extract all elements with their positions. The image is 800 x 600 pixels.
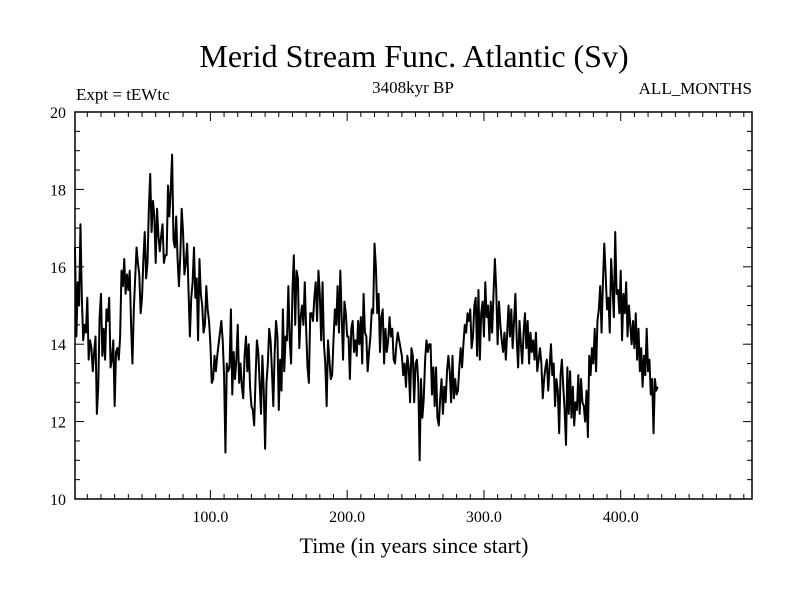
y-tick-label: 14 <box>50 337 66 354</box>
chart-title: Merid Stream Func. Atlantic (Sv) <box>199 38 628 74</box>
y-tick-label: 12 <box>50 415 66 432</box>
x-tick-labels: 100.0 200.0 300.0 400.0 <box>192 509 638 526</box>
y-tick-label: 10 <box>50 492 66 509</box>
x-tick-label: 200.0 <box>329 509 365 526</box>
x-tick-label: 100.0 <box>192 509 228 526</box>
period-label: 3408kyr BP <box>372 78 454 97</box>
plot-frame <box>74 111 753 500</box>
axis-ticks <box>75 112 752 499</box>
y-tick-labels: 10 12 14 16 18 20 <box>50 105 66 509</box>
y-tick-label: 18 <box>50 182 66 199</box>
y-tick-label: 20 <box>50 105 66 122</box>
experiment-label: Expt = tEWtc <box>76 85 170 104</box>
y-tick-label: 16 <box>50 260 66 277</box>
series-line <box>74 153 659 462</box>
x-tick-label: 300.0 <box>466 509 502 526</box>
months-label: ALL_MONTHS <box>639 79 752 98</box>
x-axis-label: Time (in years since start) <box>300 533 529 558</box>
x-tick-label: 400.0 <box>603 509 639 526</box>
